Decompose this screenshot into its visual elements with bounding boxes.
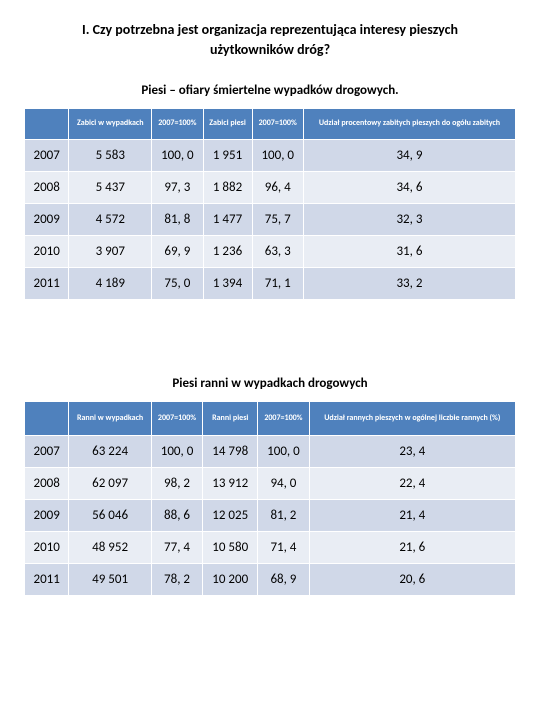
cell: 75, 7 bbox=[252, 203, 303, 235]
spacer bbox=[24, 336, 516, 376]
table2-h0 bbox=[25, 401, 69, 436]
title-line-1: I. Czy potrzebna jest organizacja reprez… bbox=[82, 21, 458, 38]
table1-header-row: Zabici w wypadkach 2007=100% Zabici pies… bbox=[25, 109, 516, 140]
cell: 23, 4 bbox=[309, 436, 515, 468]
table-row: 2011 49 501 78, 2 10 200 68, 9 20, 6 bbox=[25, 564, 516, 596]
cell: 100, 0 bbox=[252, 139, 303, 171]
cell: 63, 3 bbox=[252, 235, 303, 267]
cell: 1 477 bbox=[203, 203, 252, 235]
table2: Ranni w wypadkach 2007=100% Ranni piesi … bbox=[24, 401, 516, 597]
cell: 81, 2 bbox=[258, 500, 309, 532]
table1-body: 2007 5 583 100, 0 1 951 100, 0 34, 9 200… bbox=[25, 139, 516, 299]
table1-h2: 2007=100% bbox=[152, 109, 203, 140]
cell: 63 224 bbox=[69, 436, 152, 468]
cell: 2010 bbox=[25, 532, 69, 564]
cell: 1 951 bbox=[203, 139, 252, 171]
table1: Zabici w wypadkach 2007=100% Zabici pies… bbox=[24, 108, 516, 300]
cell: 2011 bbox=[25, 564, 69, 596]
table2-h1: Ranni w wypadkach bbox=[69, 401, 152, 436]
cell: 48 952 bbox=[69, 532, 152, 564]
cell: 1 236 bbox=[203, 235, 252, 267]
table2-title: Piesi ranni w wypadkach drogowych bbox=[24, 376, 516, 391]
table-row: 2010 3 907 69, 9 1 236 63, 3 31, 6 bbox=[25, 235, 516, 267]
cell: 2007 bbox=[25, 139, 69, 171]
cell: 4 189 bbox=[69, 267, 152, 299]
cell: 34, 6 bbox=[303, 171, 515, 203]
table2-h3: Ranni piesi bbox=[203, 401, 258, 436]
table2-h2: 2007=100% bbox=[151, 401, 202, 436]
cell: 71, 1 bbox=[252, 267, 303, 299]
cell: 2007 bbox=[25, 436, 69, 468]
table1-h5: Udział procentowy zabitych pieszych do o… bbox=[303, 109, 515, 140]
table-row: 2007 5 583 100, 0 1 951 100, 0 34, 9 bbox=[25, 139, 516, 171]
cell: 3 907 bbox=[69, 235, 152, 267]
cell: 31, 6 bbox=[303, 235, 515, 267]
cell: 88, 6 bbox=[151, 500, 202, 532]
table-row: 2009 56 046 88, 6 12 025 81, 2 21, 4 bbox=[25, 500, 516, 532]
cell: 71, 4 bbox=[258, 532, 309, 564]
cell: 4 572 bbox=[69, 203, 152, 235]
cell: 2008 bbox=[25, 171, 69, 203]
cell: 13 912 bbox=[203, 468, 258, 500]
table2-h5: Udział rannych pieszych w ogólnej liczbi… bbox=[309, 401, 515, 436]
cell: 56 046 bbox=[69, 500, 152, 532]
cell: 96, 4 bbox=[252, 171, 303, 203]
table2-h4: 2007=100% bbox=[258, 401, 309, 436]
table-row: 2007 63 224 100, 0 14 798 100, 0 23, 4 bbox=[25, 436, 516, 468]
cell: 34, 9 bbox=[303, 139, 515, 171]
cell: 10 580 bbox=[203, 532, 258, 564]
main-title: I. Czy potrzebna jest organizacja reprez… bbox=[24, 20, 516, 59]
cell: 20, 6 bbox=[309, 564, 515, 596]
cell: 97, 3 bbox=[152, 171, 203, 203]
cell: 75, 0 bbox=[152, 267, 203, 299]
cell: 14 798 bbox=[203, 436, 258, 468]
cell: 5 583 bbox=[69, 139, 152, 171]
cell: 100, 0 bbox=[151, 436, 202, 468]
table1-h3: Zabici piesi bbox=[203, 109, 252, 140]
cell: 33, 2 bbox=[303, 267, 515, 299]
table1-h4: 2007=100% bbox=[252, 109, 303, 140]
table-row: 2009 4 572 81, 8 1 477 75, 7 32, 3 bbox=[25, 203, 516, 235]
cell: 68, 9 bbox=[258, 564, 309, 596]
cell: 77, 4 bbox=[151, 532, 202, 564]
table-row: 2011 4 189 75, 0 1 394 71, 1 33, 2 bbox=[25, 267, 516, 299]
cell: 22, 4 bbox=[309, 468, 515, 500]
cell: 94, 0 bbox=[258, 468, 309, 500]
cell: 2011 bbox=[25, 267, 69, 299]
cell: 21, 6 bbox=[309, 532, 515, 564]
table1-h0 bbox=[25, 109, 69, 140]
table1-h1: Zabici w wypadkach bbox=[69, 109, 152, 140]
cell: 49 501 bbox=[69, 564, 152, 596]
cell: 78, 2 bbox=[151, 564, 202, 596]
table-row: 2010 48 952 77, 4 10 580 71, 4 21, 6 bbox=[25, 532, 516, 564]
cell: 1 882 bbox=[203, 171, 252, 203]
cell: 5 437 bbox=[69, 171, 152, 203]
table2-body: 2007 63 224 100, 0 14 798 100, 0 23, 4 2… bbox=[25, 436, 516, 596]
cell: 32, 3 bbox=[303, 203, 515, 235]
cell: 2010 bbox=[25, 235, 69, 267]
title-line-2: użytkowników dróg? bbox=[210, 41, 330, 58]
cell: 12 025 bbox=[203, 500, 258, 532]
cell: 62 097 bbox=[69, 468, 152, 500]
cell: 10 200 bbox=[203, 564, 258, 596]
table-row: 2008 62 097 98, 2 13 912 94, 0 22, 4 bbox=[25, 468, 516, 500]
cell: 2009 bbox=[25, 203, 69, 235]
cell: 100, 0 bbox=[152, 139, 203, 171]
cell: 2009 bbox=[25, 500, 69, 532]
cell: 100, 0 bbox=[258, 436, 309, 468]
table1-title: Piesi – ofiary śmiertelne wypadków drogo… bbox=[24, 83, 516, 98]
cell: 98, 2 bbox=[151, 468, 202, 500]
table2-header-row: Ranni w wypadkach 2007=100% Ranni piesi … bbox=[25, 401, 516, 436]
cell: 1 394 bbox=[203, 267, 252, 299]
table-row: 2008 5 437 97, 3 1 882 96, 4 34, 6 bbox=[25, 171, 516, 203]
cell: 21, 4 bbox=[309, 500, 515, 532]
cell: 2008 bbox=[25, 468, 69, 500]
cell: 69, 9 bbox=[152, 235, 203, 267]
cell: 81, 8 bbox=[152, 203, 203, 235]
